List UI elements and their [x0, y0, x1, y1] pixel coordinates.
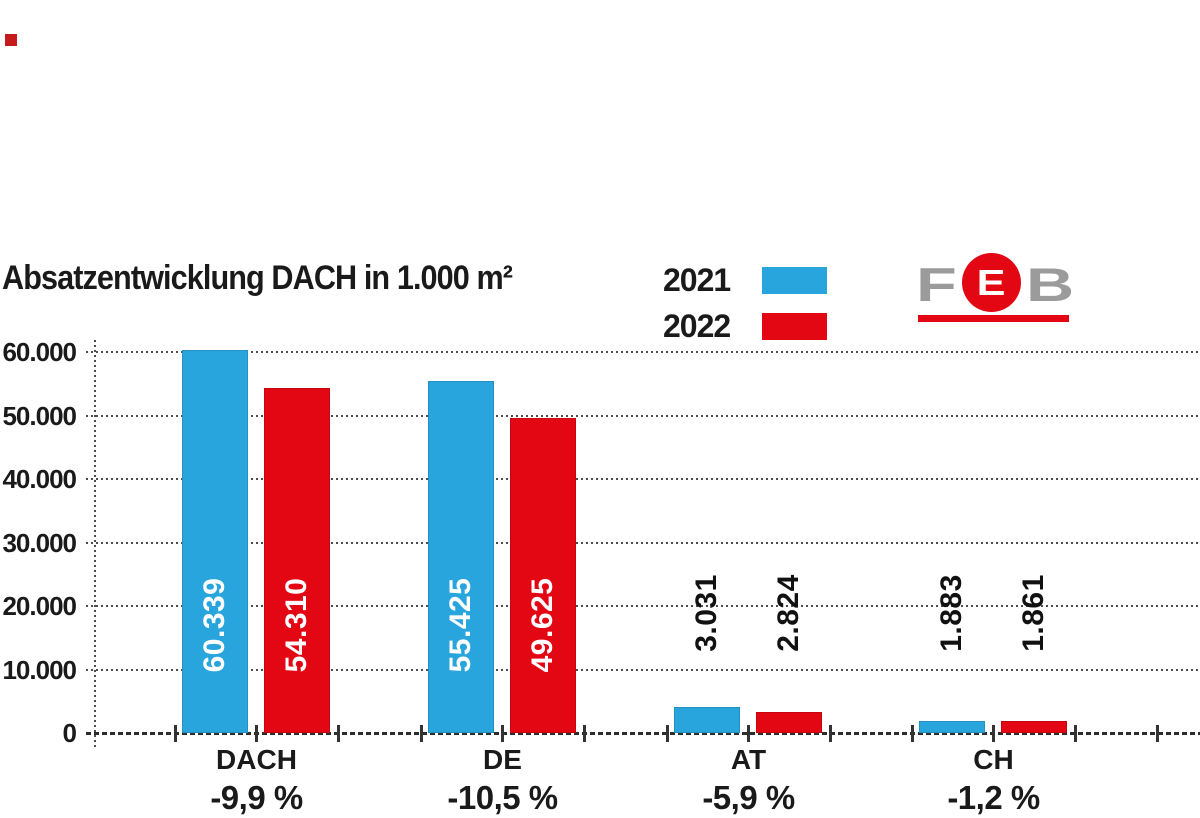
gridline-10000 — [86, 668, 1200, 671]
bar-value-label-2021-dach: 60.339 — [198, 577, 231, 673]
x-axis-baseline — [86, 732, 1200, 735]
x-axis-tick — [829, 725, 832, 742]
y-tick-label-30000: 30.000 — [2, 527, 77, 558]
logo-letter-b: B — [1026, 258, 1075, 311]
bar-2021-ch — [919, 721, 985, 733]
x-axis-tick — [666, 725, 669, 742]
x-axis-tick — [747, 725, 750, 742]
legend-label-2021: 2021 — [663, 262, 731, 298]
bar-value-label-2021-de: 55.425 — [444, 577, 477, 673]
category-label-at: AT — [730, 744, 767, 775]
change-label-ch: -1,2 % — [947, 779, 1040, 816]
logo-letter-f: F — [916, 258, 957, 311]
x-axis-tick — [992, 725, 995, 742]
bar-2022-at — [756, 712, 822, 733]
category-label-ch: CH — [973, 744, 1014, 775]
bar-2021-dach — [182, 350, 248, 733]
y-tick-label-60000: 60.000 — [2, 337, 77, 367]
x-axis-tick — [911, 725, 914, 742]
legend-swatch-2022 — [762, 313, 827, 340]
bar-value-label-2022-dach: 54.310 — [280, 577, 313, 673]
logo-letter-e: E — [977, 261, 1006, 303]
bar-value-label-2022-ch: 1.861 — [1017, 574, 1050, 652]
bar-2021-de — [428, 381, 494, 733]
logo-circle: E — [962, 253, 1021, 312]
bar-2022-ch — [1001, 721, 1067, 733]
gridline-50000 — [86, 414, 1200, 417]
y-tick-label-0: 0 — [62, 718, 77, 748]
logo-underline — [918, 315, 1069, 322]
gridline-30000 — [86, 541, 1200, 544]
category-label-de: DE — [483, 744, 522, 775]
x-axis-tick — [174, 725, 177, 742]
bar-value-label-2022-de: 49.625 — [526, 577, 559, 673]
bar-2021-at — [674, 707, 740, 733]
category-label-dach: DACH — [216, 744, 297, 775]
gridline-60000 — [86, 351, 1200, 353]
y-tick-label-10000: 10.000 — [2, 654, 77, 685]
y-tick-label-50000: 50.000 — [2, 400, 77, 431]
gridline-40000 — [86, 478, 1200, 480]
y-tick-label-20000: 20.000 — [2, 591, 77, 621]
x-axis-tick — [501, 725, 504, 742]
y-tick-label-40000: 40.000 — [2, 464, 77, 494]
x-axis-tick — [1156, 725, 1159, 742]
gridline-20000 — [86, 605, 1200, 607]
x-axis-tick — [583, 725, 586, 742]
x-axis-tick — [255, 725, 258, 742]
change-label-de: -10,5 % — [447, 779, 558, 816]
chart-title: Absatzentwicklung DACH in 1.000 m² — [2, 259, 513, 297]
bar-2022-de — [510, 418, 576, 733]
bar-value-label-2022-at: 2.824 — [772, 574, 805, 652]
bar-value-label-2021-at: 3.031 — [690, 574, 723, 652]
x-axis-tick — [420, 725, 423, 742]
change-label-dach: -9,9 % — [210, 779, 303, 816]
corner-red-mark — [5, 34, 17, 46]
bar-value-label-2021-ch: 1.883 — [935, 574, 968, 652]
change-label-at: -5,9 % — [702, 779, 795, 816]
legend-label-2022: 2022 — [663, 308, 731, 344]
x-axis-tick — [337, 725, 340, 742]
legend-swatch-2021 — [762, 267, 827, 294]
x-axis-tick — [1074, 725, 1077, 742]
bar-2022-dach — [264, 388, 330, 733]
